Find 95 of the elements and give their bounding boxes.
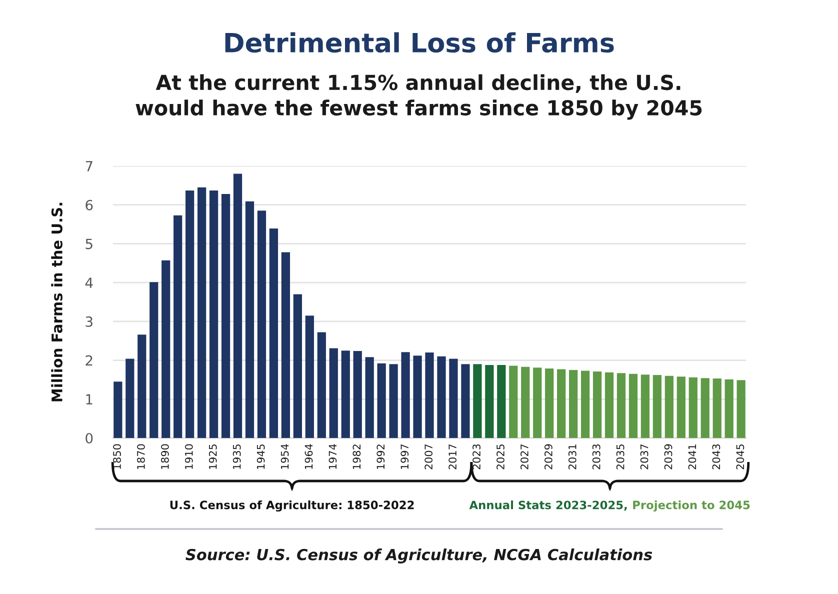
x-tick-label: 2041 xyxy=(688,444,696,470)
x-tick-label: 1964 xyxy=(304,444,313,469)
text: Projection to 2045 xyxy=(633,500,750,512)
bar xyxy=(221,194,230,438)
x-tick-label: 2007 xyxy=(424,444,433,470)
y-tick-label: 7 xyxy=(86,161,92,172)
x-tick-label: 2037 xyxy=(640,444,648,470)
y-tick-label: 1 xyxy=(86,394,92,404)
text: Annual Stats 2023-2025, xyxy=(469,500,627,511)
x-tick-label: 1870 xyxy=(137,444,145,469)
bar xyxy=(245,201,254,438)
bar xyxy=(640,374,650,438)
y-tick-label: 3 xyxy=(86,316,92,327)
x-tick-label: 1992 xyxy=(376,444,385,469)
bar xyxy=(700,378,710,438)
bar xyxy=(521,366,530,438)
x-tick-label: 1890 xyxy=(160,444,169,469)
bar xyxy=(329,348,338,438)
bar xyxy=(497,364,506,438)
bar xyxy=(162,260,170,438)
x-tick-label: 2027 xyxy=(520,444,528,470)
x-tick-label: 2029 xyxy=(544,444,552,470)
y-tick-label: 2 xyxy=(86,355,92,366)
bar xyxy=(413,356,422,438)
bar xyxy=(233,174,242,438)
x-tick-label: 1850 xyxy=(113,444,121,469)
x-tick-label: 1997 xyxy=(400,444,409,469)
bar xyxy=(628,374,638,438)
x-tick-label: 1925 xyxy=(208,444,217,469)
x-tick-label: 1974 xyxy=(328,444,337,469)
x-tick-label: 1945 xyxy=(256,444,265,469)
x-tick-label: 2017 xyxy=(448,444,456,470)
bar xyxy=(114,382,122,438)
bar xyxy=(485,364,494,438)
bar xyxy=(604,372,614,438)
bar xyxy=(257,210,266,438)
source-note: Source: U.S. Census of Agriculture, NCGA Calculations xyxy=(186,548,652,564)
bar xyxy=(616,373,626,438)
bar xyxy=(461,364,470,438)
bar xyxy=(712,378,722,438)
x-tick-label: 2023 xyxy=(472,444,480,470)
text: U.S. Census of Agriculture: 1850-2022 xyxy=(170,500,414,512)
bar xyxy=(126,358,134,438)
bar xyxy=(688,377,698,438)
x-tick-label: 2039 xyxy=(664,444,672,470)
bar xyxy=(425,352,434,438)
bar xyxy=(365,357,374,438)
bar xyxy=(269,228,278,438)
y-tick-label: 6 xyxy=(86,200,93,210)
bar xyxy=(449,358,458,438)
bar xyxy=(676,376,686,438)
x-tick-label: 2043 xyxy=(712,444,720,470)
y-tick-label: 4 xyxy=(85,278,93,288)
bar xyxy=(197,187,206,438)
bar xyxy=(568,370,578,438)
bar xyxy=(592,372,602,438)
bar xyxy=(353,350,362,438)
x-tick-label: 2033 xyxy=(592,444,600,470)
bar xyxy=(664,376,674,438)
bar xyxy=(317,332,326,438)
x-tick-label: 2025 xyxy=(496,444,504,470)
bar xyxy=(473,364,482,438)
bar xyxy=(580,370,590,438)
bar xyxy=(186,190,194,438)
bar xyxy=(545,368,554,438)
y-tick-label: 0 xyxy=(86,432,93,444)
bar xyxy=(293,294,302,438)
bar xyxy=(652,375,662,438)
bar xyxy=(401,352,410,438)
bar xyxy=(281,252,290,438)
y-tick-label: 5 xyxy=(86,238,92,250)
bar xyxy=(389,364,398,438)
x-tick-label: 1935 xyxy=(232,444,241,469)
bar xyxy=(736,380,746,438)
chart-title: Detrimental Loss of Farms xyxy=(225,32,614,53)
bar xyxy=(509,366,518,438)
x-tick-label: 1954 xyxy=(280,444,289,469)
bar xyxy=(341,350,350,438)
bar xyxy=(174,215,182,438)
bar xyxy=(138,334,146,438)
x-tick-label: 2035 xyxy=(616,444,624,470)
bar xyxy=(150,282,158,438)
bar xyxy=(377,363,386,438)
y-axis-title: Million Farms in the U.S. xyxy=(51,202,62,402)
bar xyxy=(557,369,566,438)
bar xyxy=(437,356,446,438)
x-tick-label: 1910 xyxy=(184,444,193,469)
x-tick-label: 2045 xyxy=(736,444,744,470)
x-tick-label: 1982 xyxy=(352,444,361,469)
chart-subtitle: At the current 1.15% annual decline, the U.S. would have the fewest farms since 1850 by 2045 xyxy=(136,74,702,120)
bar xyxy=(305,316,314,438)
bar xyxy=(533,368,542,438)
x-tick-label: 2031 xyxy=(568,444,576,470)
bar xyxy=(209,190,218,438)
bar xyxy=(724,379,734,438)
